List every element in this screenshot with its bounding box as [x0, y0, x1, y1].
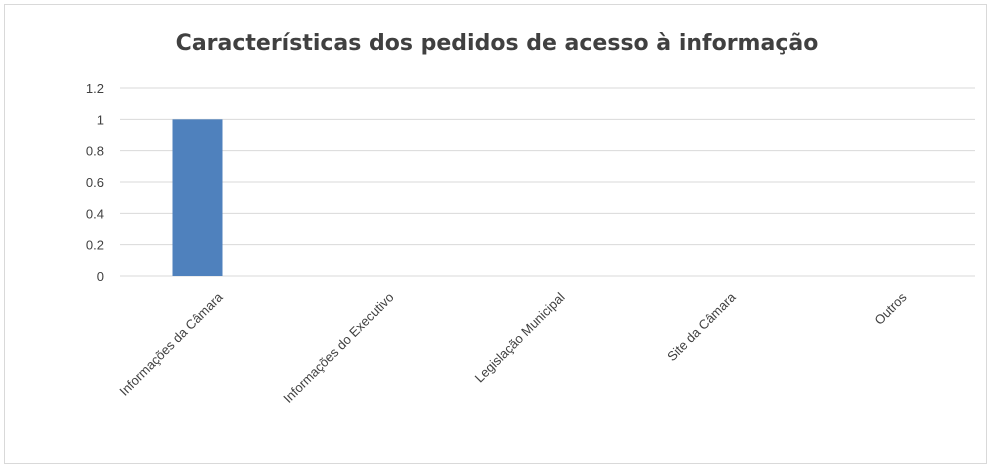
bars [172, 119, 223, 276]
y-tick-label: 0.4 [86, 206, 104, 221]
x-axis-labels: Informações da Câmara Informações do Exec… [116, 289, 910, 406]
x-category-label: Outros [871, 289, 910, 328]
chart-frame [4, 4, 987, 464]
x-category-label: Informações do Executivo [280, 290, 396, 406]
y-tick-label: 0.6 [86, 175, 104, 190]
y-tick-label: 1.2 [86, 81, 104, 96]
bar [172, 119, 223, 276]
y-tick-label: 0.8 [86, 144, 104, 159]
y-axis-ticks: 0 0.2 0.4 0.6 0.8 1 1.2 [86, 81, 104, 284]
y-tick-label: 1 [97, 112, 104, 127]
y-tick-label: 0.2 [86, 238, 104, 253]
gridlines [120, 87, 975, 277]
y-tick-label: 0 [97, 269, 104, 284]
x-category-label: Legislação Municipal [472, 289, 568, 385]
x-category-label: Informações da Câmara [116, 289, 226, 399]
x-category-label: Site da Câmara [664, 289, 739, 364]
chart-title: Características dos pedidos de acesso à … [176, 31, 819, 56]
